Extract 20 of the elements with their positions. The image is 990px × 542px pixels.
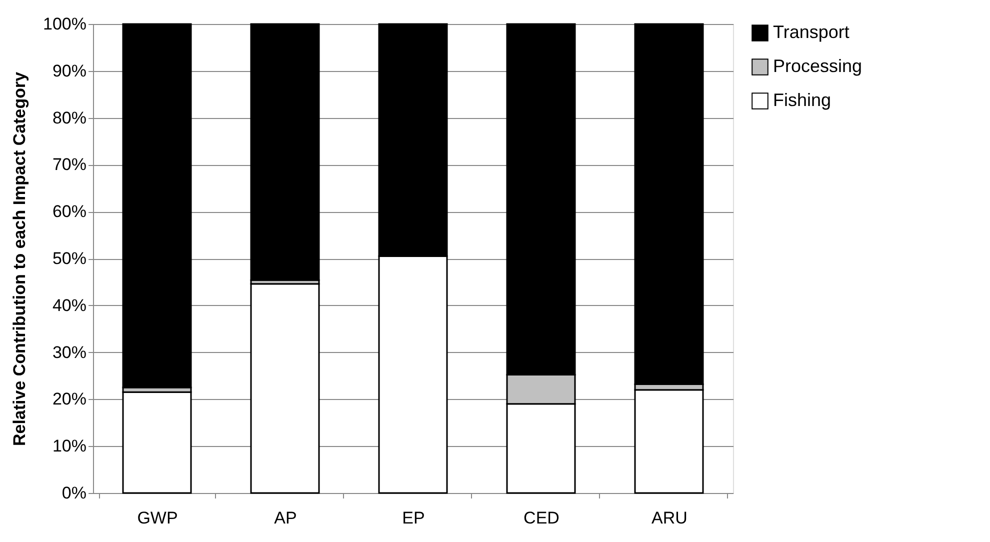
y-tick-label: 20% — [52, 390, 86, 409]
legend-label: Fishing — [773, 90, 832, 110]
y-tick-label: 60% — [52, 202, 86, 222]
y-tick-label: 10% — [52, 436, 86, 456]
x-tick-label: CED — [524, 508, 560, 528]
x-tick-label: GWP — [137, 508, 178, 528]
y-tick-label: 100% — [43, 14, 86, 34]
y-tick-label: 0% — [62, 484, 86, 502]
x-tick-label: AP — [274, 508, 297, 528]
y-tick-label: 90% — [52, 61, 86, 80]
y-tick-label: 30% — [52, 342, 86, 362]
y-tick-label: 50% — [52, 249, 86, 268]
legend-label: Transport — [773, 22, 850, 42]
x-tick-label: ARU — [652, 508, 688, 528]
y-tick-label: 40% — [52, 296, 86, 315]
x-tick-label: EP — [402, 508, 425, 528]
legend-label: Processing — [773, 56, 862, 76]
y-tick-label: 80% — [52, 108, 86, 128]
y-tick-label: 70% — [52, 155, 86, 174]
y-axis-title: Relative Contribution to each Impact Category — [10, 71, 30, 446]
